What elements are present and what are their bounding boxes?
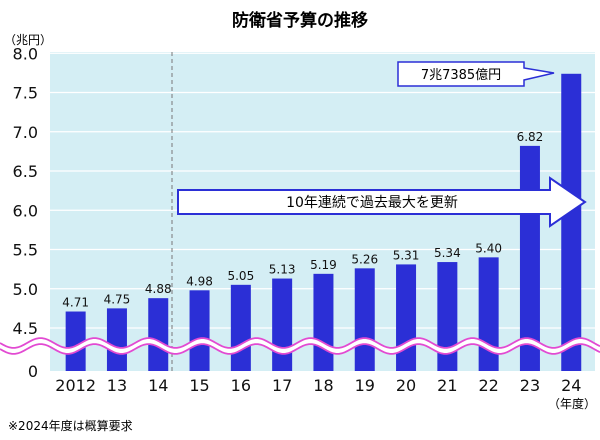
value-label-18: 5.19: [310, 258, 337, 272]
value-label-21: 5.34: [434, 246, 461, 260]
footnote: ※2024年度は概算要求: [8, 418, 133, 433]
x-tick-label-22: 22: [478, 376, 498, 395]
value-label-19: 5.26: [351, 252, 378, 266]
y-tick-labels: 8.0 7.5 7.0 6.5 6.0 5.5 5.0 4.5 0: [13, 44, 38, 381]
bar-23: [519, 145, 540, 371]
callout-text: 7兆7385億円: [421, 67, 501, 83]
x-tick-label-23: 23: [520, 376, 540, 395]
x-tick-labels: 2012 13 14 15 16 17 18 19 20 21 22 23 24: [55, 376, 581, 395]
value-label-20: 5.31: [393, 248, 420, 262]
bar-20: [396, 264, 417, 371]
value-label-23: 6.82: [517, 130, 544, 144]
y-tick-label: 8.0: [13, 44, 38, 63]
x-tick-label-16: 16: [231, 376, 251, 395]
axis-break-wave: [0, 337, 600, 355]
bar-19: [354, 268, 375, 371]
callout-7-7385: 7兆7385億円: [397, 61, 555, 87]
x-tick-label-2012: 2012: [55, 376, 96, 395]
x-tick-label-21: 21: [437, 376, 457, 395]
x-tick-label-18: 18: [313, 376, 333, 395]
value-label-16: 5.05: [227, 269, 254, 283]
bar-13: [106, 308, 127, 371]
value-label-2012: 4.71: [62, 296, 89, 310]
y-tick-label: 7.5: [13, 84, 38, 103]
bar-17: [272, 278, 293, 371]
bar-18: [313, 273, 334, 371]
value-label-14: 4.88: [145, 282, 172, 296]
value-label-15: 4.98: [186, 274, 213, 288]
record-arrow-text: 10年連続で過去最大を更新: [286, 194, 458, 211]
value-label-22: 5.40: [475, 241, 502, 255]
y-tick-label: 6.0: [13, 201, 38, 220]
value-labels-group: 4.71 4.75 4.88 4.98 5.05 5.13 5.19 5.26 5.31 5.34…: [62, 130, 543, 310]
x-tick-label-19: 19: [355, 376, 375, 395]
bar-15: [189, 290, 210, 371]
chart-title: 防衛省予算の推移: [232, 10, 368, 31]
y-tick-label: 7.0: [13, 123, 38, 142]
x-tick-label-13: 13: [107, 376, 127, 395]
y-tick-label: 6.5: [13, 162, 38, 181]
value-label-17: 5.13: [269, 263, 296, 277]
y-tick-label: 0: [28, 362, 38, 381]
bar-16: [230, 284, 251, 371]
bar-24: [561, 73, 582, 372]
axis-break-line-lower: [0, 343, 600, 355]
record-arrow: 10年連続で過去最大を更新: [177, 176, 587, 228]
y-axis-unit: （兆円）: [4, 33, 52, 47]
y-tick-label: 5.5: [13, 241, 38, 260]
bar-21: [437, 262, 458, 371]
bar-2012: [65, 311, 86, 371]
x-tick-label-15: 15: [189, 376, 209, 395]
x-tick-label-14: 14: [148, 376, 168, 395]
bar-14: [148, 298, 169, 371]
x-axis-unit: （年度）: [548, 396, 596, 411]
y-tick-label: 5.0: [13, 280, 38, 299]
value-label-13: 4.75: [104, 292, 131, 306]
y-tick-label: 4.5: [13, 319, 38, 338]
x-tick-label-17: 17: [272, 376, 292, 395]
x-tick-label-24: 24: [561, 376, 581, 395]
axis-break-band: [0, 338, 600, 354]
x-tick-label-20: 20: [396, 376, 416, 395]
axis-break-line-upper: [0, 337, 600, 349]
